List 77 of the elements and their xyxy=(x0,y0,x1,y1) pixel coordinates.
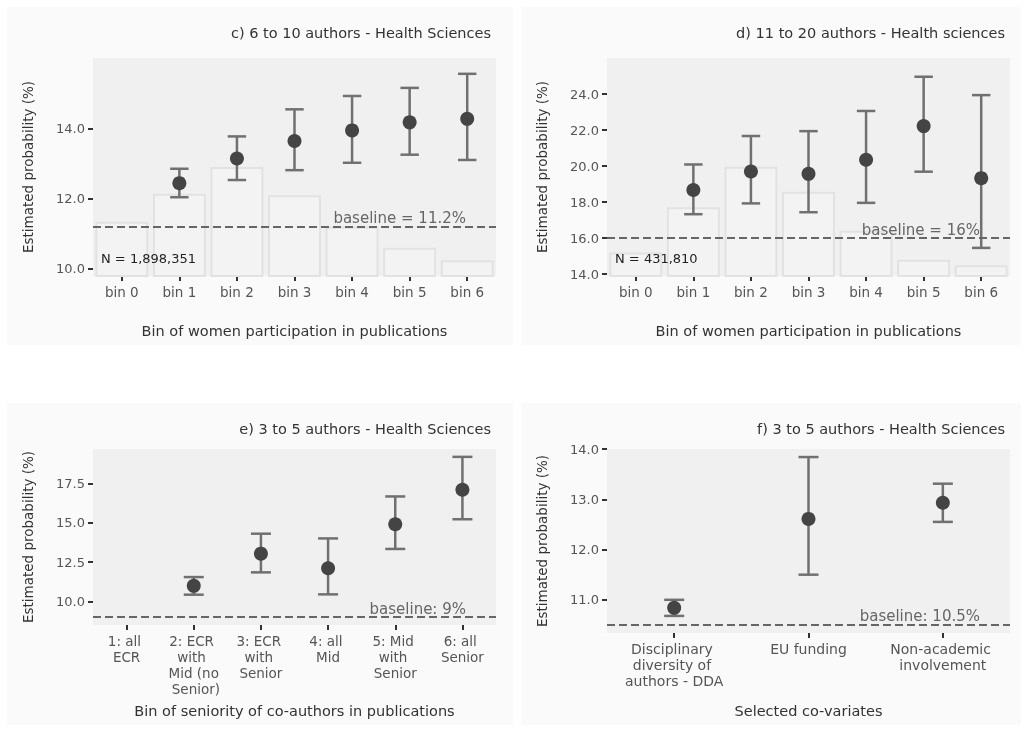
annotation: N = 1,898,351 xyxy=(101,251,197,266)
point xyxy=(402,115,417,130)
point xyxy=(743,164,758,179)
point xyxy=(916,119,931,134)
point xyxy=(686,183,701,198)
y-tick-label: 18.0 xyxy=(570,194,599,210)
x-tick-label: bin 6 xyxy=(964,284,999,300)
ref-line-label: baseline = 11.2% xyxy=(333,209,466,228)
point xyxy=(345,123,360,138)
point xyxy=(974,171,989,186)
x-tick-label: Disciplinary diversity of authors - DDA xyxy=(625,641,724,689)
point xyxy=(229,151,244,166)
y-tick-label: 12.0 xyxy=(570,542,599,558)
x-tick-label: 3: ECR with Senior xyxy=(236,633,286,681)
y-tick-label: 14.0 xyxy=(570,441,599,457)
y-tick-label: 12.5 xyxy=(56,554,85,570)
x-tick-label: 6: all Senior xyxy=(440,633,485,665)
point xyxy=(172,176,187,191)
y-tick-label: 11.0 xyxy=(570,592,599,608)
x-tick-label: bin 5 xyxy=(392,284,427,300)
x-tick-label: bin 1 xyxy=(162,284,197,300)
y-tick-label: 20.0 xyxy=(570,158,599,174)
x-tick-label: 4: all Mid xyxy=(309,633,347,665)
point xyxy=(859,152,874,167)
x-tick-label: bin 3 xyxy=(277,284,312,300)
point xyxy=(287,133,302,148)
point xyxy=(321,561,336,576)
x-tick-label: bin 4 xyxy=(335,284,369,300)
point xyxy=(460,111,475,126)
y-tick-label: 16.0 xyxy=(570,230,599,246)
y-axis-title: Estimated probability (%) xyxy=(534,454,550,628)
y-tick-label: 13.0 xyxy=(570,491,599,507)
x-tick-label: bin 0 xyxy=(618,284,653,300)
x-axis-title: Bin of seniority of co-authors in publications xyxy=(134,702,455,719)
y-tick-label: 17.5 xyxy=(56,476,85,492)
x-tick-label: 5: Mid with Senior xyxy=(372,633,419,681)
x-tick-label: bin 5 xyxy=(906,284,941,300)
x-axis-title: Bin of women participation in publications xyxy=(141,322,448,339)
x-tick-label: bin 3 xyxy=(791,284,826,300)
y-tick-label: 14.0 xyxy=(56,120,85,136)
ref-line-label: baseline: 10.5% xyxy=(859,607,980,626)
point xyxy=(801,166,816,181)
point xyxy=(801,511,816,526)
x-axis-title: Selected co-variates xyxy=(734,702,883,719)
point xyxy=(935,495,950,510)
point xyxy=(667,600,682,615)
x-tick-label: bin 6 xyxy=(450,284,485,300)
x-tick-label: 2: ECR with Mid (no Senior) xyxy=(167,633,221,697)
ref-line-label: baseline: 9% xyxy=(369,599,466,618)
point xyxy=(455,482,470,497)
y-tick-label: 22.0 xyxy=(570,122,599,138)
y-axis-title: Estimated probability (%) xyxy=(20,450,36,624)
x-tick-label: EU funding xyxy=(770,641,847,657)
y-axis-title: Estimated probability (%) xyxy=(534,80,550,254)
x-tick-label: Non-academic involvement xyxy=(890,641,996,673)
y-tick-label: 15.0 xyxy=(56,515,85,531)
x-tick-label: 1: all ECR xyxy=(107,633,146,665)
chart-title: f) 3 to 5 authors - Health Sciences xyxy=(757,420,1005,437)
y-axis-title: Estimated probability (%) xyxy=(20,80,36,254)
ref-line-label: baseline = 16% xyxy=(861,220,980,239)
x-axis-title: Bin of women participation in publications xyxy=(655,322,962,339)
y-tick-label: 10.0 xyxy=(56,261,85,277)
chart-title: c) 6 to 10 authors - Health Sciences xyxy=(230,24,492,41)
y-tick-label: 10.0 xyxy=(56,593,85,609)
y-tick-label: 24.0 xyxy=(570,86,599,102)
x-tick-label: bin 2 xyxy=(734,284,768,300)
x-tick-label: bin 4 xyxy=(849,284,883,300)
x-tick-label: bin 1 xyxy=(676,284,711,300)
point xyxy=(388,517,403,532)
chart-title: e) 3 to 5 authors - Health Sciences xyxy=(239,420,491,437)
chart-title: d) 11 to 20 authors - Health sciences xyxy=(736,24,1006,41)
x-tick-label: bin 0 xyxy=(104,284,139,300)
y-tick-label: 12.0 xyxy=(56,191,85,207)
annotation: N = 431,810 xyxy=(615,251,698,266)
y-tick-label: 14.0 xyxy=(570,266,599,282)
point xyxy=(253,546,268,561)
x-tick-label: bin 2 xyxy=(220,284,254,300)
